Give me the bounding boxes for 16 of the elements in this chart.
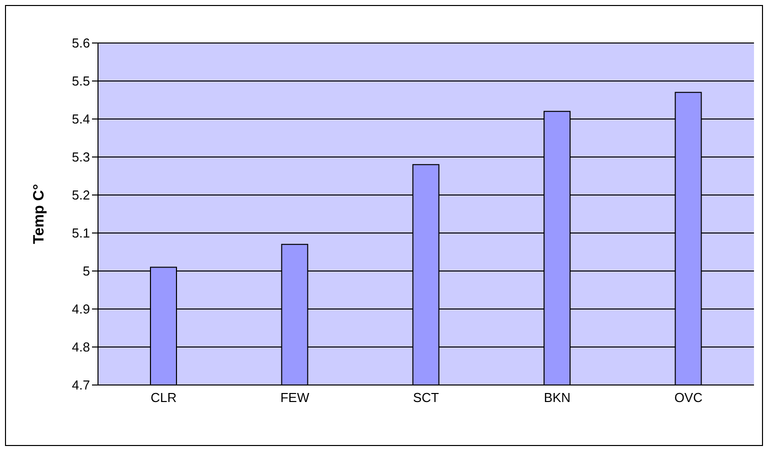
- x-tick-label: FEW: [280, 390, 310, 406]
- y-tick-label: 5: [82, 264, 90, 279]
- y-tick-label: 4.9: [72, 302, 90, 317]
- y-tick-label: 5.2: [72, 188, 90, 203]
- y-tick-label: 5.1: [72, 226, 90, 241]
- x-tick-label: OVC: [674, 390, 702, 406]
- x-tick-label: SCT: [413, 390, 440, 406]
- y-tick-label: 4.8: [72, 340, 90, 355]
- y-tick-label: 5.6: [72, 36, 90, 51]
- y-tick-label: 4.7: [72, 378, 90, 393]
- y-tick-label: 5.3: [72, 150, 90, 165]
- y-tick-label: 5.5: [72, 74, 90, 89]
- y-axis-title: Temp C°: [30, 184, 48, 244]
- y-tick-label: 5.4: [72, 112, 90, 127]
- x-tick-label: CLR: [150, 390, 177, 406]
- x-tick-label: BKN: [544, 390, 571, 406]
